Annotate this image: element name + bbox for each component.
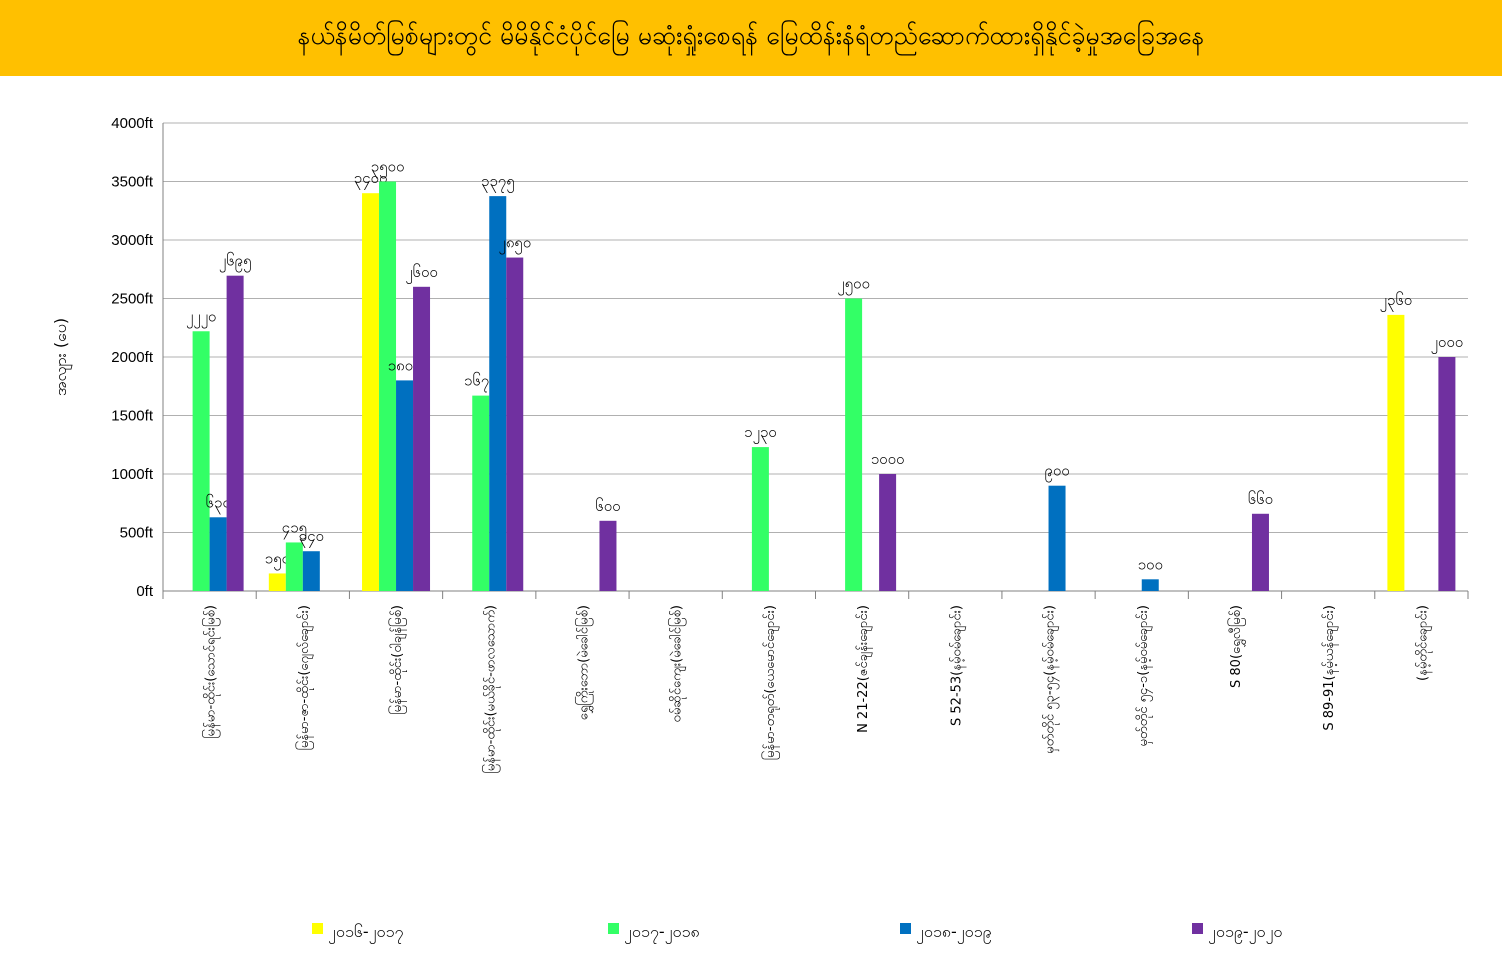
bar [413,286,431,591]
legend-label: ၂၀၁၉-၂၀၂၀ [1208,922,1282,944]
y-tick-label: 2000ft [111,349,154,366]
bar [751,447,769,591]
bar [226,275,244,591]
data-label: ၆၃၀ [205,493,230,514]
x-category-label: မြန်မာ-ထိုင်း(ဝါချန်မြစ်) [388,605,407,715]
x-category-label: မြန်မာ-တရုတ်(ယေမောင်ချောင်း) [761,605,780,760]
bar [879,474,897,591]
y-tick-label: 3000ft [111,232,154,249]
legend-swatch [312,923,323,934]
x-category-label: S 52-53(နမ့်ဝမ်ချောင်း) [948,605,966,726]
y-tick-label: 500ft [120,525,154,542]
bar [1251,513,1269,591]
bar-chart: 0ft 500ft 1000ft 1500ft 2000ft 2500ft 3000ft 35… [51,115,1469,944]
bar [362,193,380,591]
y-axis-label: အလျား (ပေ) [51,318,73,396]
x-category-label: မှတ်တိုင် ၅၄-၁(နမ့်ဝမ်ချောင်း) [1135,605,1153,747]
bar [845,298,863,591]
legend-label: ၂၀၁၈-၂၀၁၉ [916,922,992,944]
y-tick-label: 2500ft [111,291,154,308]
bar [1438,357,1456,591]
data-label: ၁၀၀ [1138,555,1163,573]
chart-title-banner: နယ်နိမိတ်မြစ်များတွင် မိမိနိုင်ငံပိုင်မြ… [0,0,1502,76]
data-label: ၃၃၇၅ [481,172,515,193]
data-label: ၂၅၀၀ [837,275,870,296]
y-tick-label: 0ft [136,583,154,600]
bar [396,380,414,591]
data-label: ၁၆၇၀ [464,372,498,393]
y-tick-label: 3500ft [111,174,154,191]
bar [285,542,303,591]
y-tick-label: 1500ft [111,408,154,425]
bar [302,551,320,591]
data-label: ၁၀၀၀ [871,450,905,468]
y-tick-label: 4000ft [111,115,154,132]
bar [379,181,397,591]
bar [1048,485,1066,591]
legend-swatch [1192,923,1203,934]
data-label: ၉၀၀ [1044,462,1069,483]
data-label: ၃၄၀၀ [354,169,388,190]
data-label: ၆၆၀ [1248,490,1273,508]
bar [1387,314,1405,591]
bar [472,395,490,591]
legend-swatch [900,923,911,934]
x-category-label: (နမ့်တိုင်ချောင်း) [1414,605,1432,681]
data-label: ၃၄၀ [299,527,324,548]
bar [192,331,210,591]
x-category-label: မြန်မာ-ထိုင်း(သောင်ရင်းမြစ်) [202,605,221,739]
data-label: ၂၃၆၀ [1380,291,1413,312]
data-label: ၁၂၃၀ [744,423,777,444]
x-category-label: မြန်မာ-ထိုင်း(မယ်ခိုင်-ဖာလသောက်) [481,605,500,773]
data-label: ၆၀၀ [595,497,620,515]
data-label: ၂၆၀၀ [405,263,438,284]
data-label: ၂၆၉၅ [219,252,252,273]
data-label: ၂၂၂၀ [186,307,217,328]
bar [209,517,227,591]
bar [268,573,286,591]
chart-title: နယ်နိမိတ်မြစ်များတွင် မိမိနိုင်ငံပိုင်မြ… [297,20,1205,50]
legend-label: ၂၀၁၆-၂၀၁၇ [328,922,404,944]
data-label: ၄၁၅ [282,518,307,539]
data-label: ၃၅၀၀ [371,158,405,179]
bar [489,196,507,591]
bar [506,257,524,591]
data-label: ၁၈၀၀ [388,356,422,374]
legend-label: ၂၀၁၇-၂၀၁၈ [624,922,700,944]
data-label: ၂၀၀၀ [1431,333,1464,354]
y-tick-label: 1000ft [111,466,154,483]
x-category-label: N 21-22(ဇင်ချန်းချောင်း) [855,605,873,733]
legend-swatch [608,923,619,934]
x-category-label: S 89-91(နမ့်ယန်ချောင်း) [1321,605,1339,731]
data-label: ၂၈၅၀ [498,234,531,255]
bar [599,520,617,591]
x-category-label: S 80(ရွှေလီမြစ်) [1227,605,1246,688]
x-category-label: မြန်မာ-ဇာ-ထိုင်း(ဂျေလ်ချောင်း) [295,605,314,750]
bar [1141,579,1159,591]
x-category-label: ဝမ်ဆိုင်ကျေး(မဲခေါင်မြစ်) [668,605,687,722]
x-category-label: ရွှေကြိုးဘော(မဲခေါင်မြစ်) [574,605,593,720]
x-category-label: မှတ်တိုင် ၅၃-၅၄(နမ့်ဝမ်ချောင်း) [1042,605,1060,754]
data-label: ၁၅၀ [265,549,290,570]
